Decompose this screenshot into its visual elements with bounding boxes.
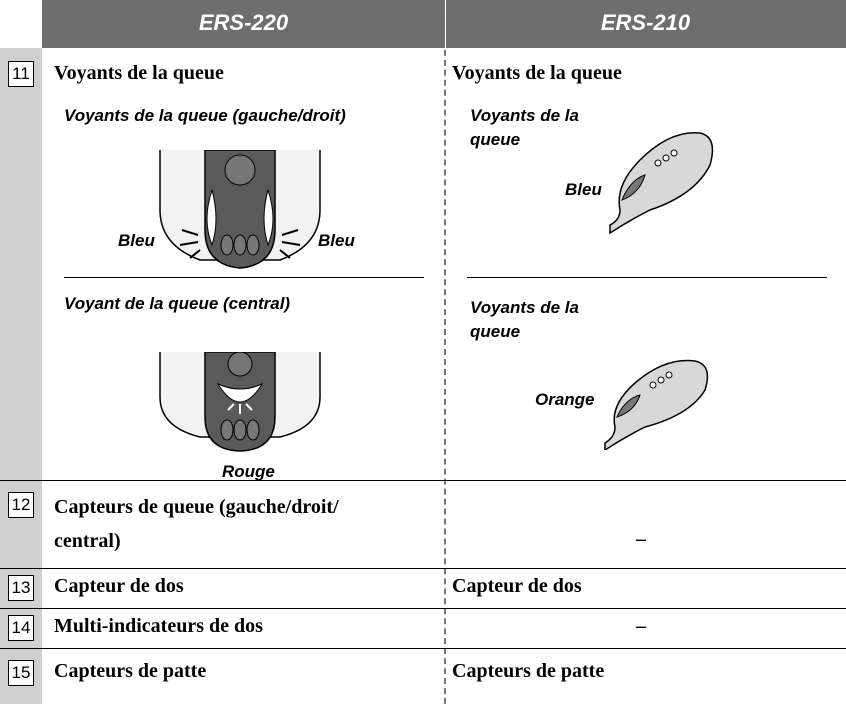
cell-text: Voyants de la queue: [54, 62, 224, 84]
cell-text: –: [636, 615, 646, 637]
cell-text: Capteur de dos: [452, 575, 582, 597]
light-label: Rouge: [222, 462, 275, 481]
tail-illustration: [604, 359, 709, 450]
column-header: ERS-210: [600, 10, 691, 35]
light-label: Bleu: [565, 180, 602, 199]
row-number: 12: [8, 492, 34, 518]
number-column: [0, 48, 42, 704]
separator: [64, 277, 424, 278]
tail-illustration: [159, 150, 321, 269]
caption: Voyants de la queue (gauche/droit): [64, 106, 346, 125]
tail-illustration: [159, 352, 321, 452]
row-line: [0, 648, 846, 649]
row-number: 14: [8, 615, 34, 641]
cell-text: –: [636, 528, 646, 550]
light-label: Bleu: [118, 231, 155, 250]
row-line: [0, 608, 846, 609]
row-line: [0, 568, 846, 569]
caption: Voyant de la queue (central): [64, 294, 291, 313]
light-label: Orange: [535, 390, 595, 409]
cell-text: Capteurs de patte: [54, 660, 207, 682]
cell-text: Voyants de la queue: [452, 62, 622, 84]
header-divider: [445, 0, 446, 48]
row-line: [0, 480, 846, 481]
cell-text: Capteur de dos: [54, 575, 184, 597]
cell-text: Capteurs de patte: [452, 660, 605, 682]
row-number: 13: [8, 575, 34, 601]
cell-text: Capteurs de queue (gauche/droit/ central…: [54, 496, 339, 552]
separator: [467, 277, 827, 278]
column-divider: [444, 0, 446, 704]
caption: Voyants de la queue: [470, 298, 579, 341]
column-header: ERS-220: [198, 10, 289, 35]
tail-illustration: [609, 131, 714, 235]
row-number: 15: [8, 660, 34, 686]
cell-text: Multi-indicateurs de dos: [54, 615, 263, 637]
light-label: Bleu: [318, 231, 355, 250]
row-number: 11: [8, 61, 34, 87]
caption: Voyants de la queue: [470, 106, 579, 149]
